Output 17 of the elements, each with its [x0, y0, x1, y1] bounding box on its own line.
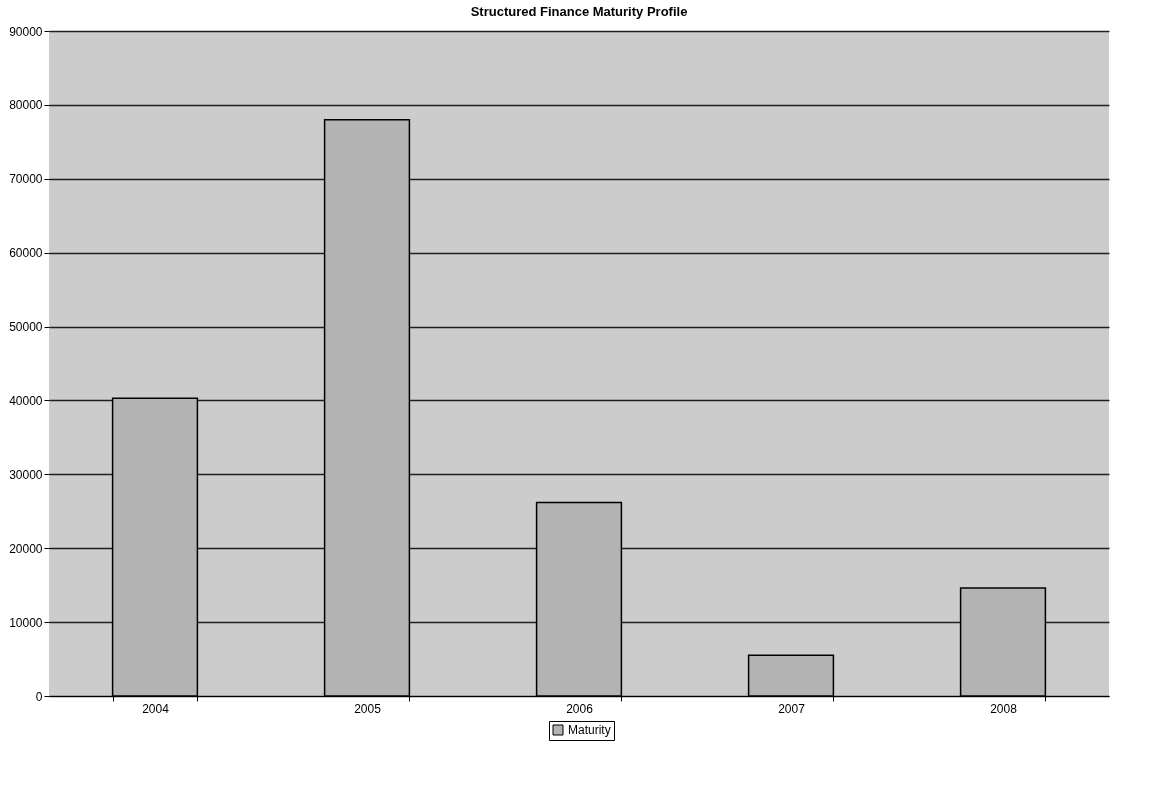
y-tick-label: 30000 [9, 467, 43, 482]
y-tick-label: 90000 [9, 24, 43, 39]
x-tick-label: 2007 [778, 701, 806, 716]
y-tick-label: 60000 [9, 246, 43, 261]
chart-title: Structured Finance Maturity Profile [470, 4, 688, 19]
legend-label: Maturity [568, 723, 611, 737]
x-tick-label: 2005 [354, 701, 382, 716]
x-tick-label: 2008 [990, 701, 1018, 716]
y-tick-label: 70000 [9, 172, 43, 187]
y-tick-label: 40000 [9, 393, 43, 408]
y-tick-label: 20000 [9, 541, 43, 556]
x-tick-label: 2004 [142, 701, 170, 716]
y-tick-label: 0 [35, 689, 43, 704]
y-tick-label: 50000 [9, 320, 43, 335]
y-tick-label: 80000 [9, 98, 43, 113]
x-tick-label: 2006 [566, 701, 594, 716]
y-tick-label: 10000 [9, 615, 43, 630]
